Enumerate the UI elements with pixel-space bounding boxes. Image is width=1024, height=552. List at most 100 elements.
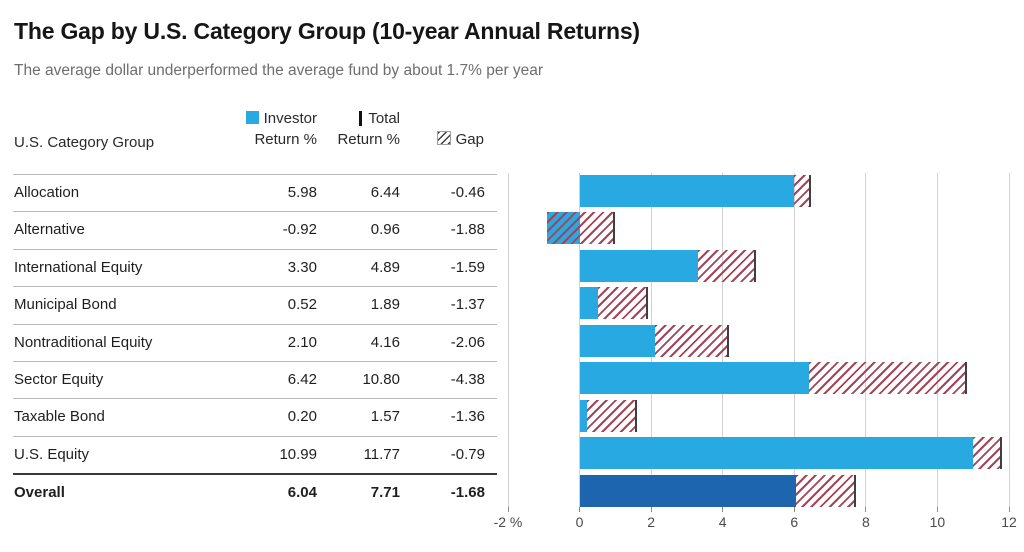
total-return-marker: [634, 399, 637, 432]
investor-return-cell: 6.42: [287, 370, 317, 388]
category-cell: Alternative: [14, 221, 85, 239]
investor-return-bar: [579, 399, 587, 432]
total-return-cell: 1.89: [370, 296, 400, 314]
x-axis-tick: [936, 507, 938, 512]
legend-gap: Gap: [394, 129, 484, 150]
total-return-marker: [612, 212, 615, 245]
investor-return-bar: [579, 287, 599, 320]
total-return-marker-icon: [359, 111, 363, 126]
gridline: [507, 173, 509, 507]
total-return-marker: [646, 287, 649, 320]
chart-x-axis: -2 % 0 2 4 6 8 10 12: [494, 507, 1017, 537]
gap-cell: -1.68: [450, 484, 485, 502]
gap-bar-chart-plot: [507, 173, 1010, 507]
gap-hatch-bar: [809, 362, 967, 395]
gap-hatch-bar: [972, 437, 1001, 470]
x-axis-tick: [650, 507, 652, 512]
gap-hatch-bar: [546, 212, 614, 245]
total-return-cell: 10.80: [362, 370, 400, 388]
investor-return-bar: [579, 324, 655, 357]
x-axis-tick: [793, 507, 795, 512]
investor-return-cell: 10.99: [279, 445, 317, 463]
total-return-cell: 4.16: [370, 333, 400, 351]
legend-investor-label-line2: Return %: [254, 131, 317, 148]
gridline: [1008, 173, 1010, 507]
investor-return-cell: 6.04: [287, 484, 317, 502]
investor-return-bar: [579, 362, 810, 395]
investor-return-bar: [579, 249, 698, 282]
legend-total: Total Return %: [290, 108, 400, 150]
investor-return-cell: 3.30: [287, 258, 317, 276]
total-return-cell: 1.57: [370, 408, 400, 426]
category-cell: Taxable Bond: [14, 408, 105, 426]
gridline: [936, 173, 938, 507]
investor-return-bar: [579, 175, 794, 207]
gap-hatch-bar: [697, 249, 755, 282]
category-cell: U.S. Equity: [14, 445, 90, 463]
gridline: [865, 173, 867, 507]
category-table: Allocation 5.98 6.44 -0.46 Alternative -0.92 0…: [13, 174, 497, 511]
x-axis-tick: [1008, 507, 1010, 512]
x-axis-tick: [507, 507, 509, 512]
gridline: [793, 173, 795, 507]
gap-cell: -1.36: [450, 408, 485, 426]
total-return-marker: [753, 249, 756, 282]
page-title: The Gap by U.S. Category Group (10-year …: [14, 18, 640, 44]
total-return-marker: [727, 324, 730, 357]
total-return-cell: 0.96: [370, 221, 400, 239]
gap-hatch-bar: [654, 324, 729, 357]
table-row: Alternative -0.92 0.96 -1.88: [13, 211, 497, 248]
gap-cell: -2.06: [450, 333, 485, 351]
total-return-cell: 6.44: [370, 184, 400, 201]
legend-investor: Investor Return %: [197, 108, 317, 150]
table-row: International Equity 3.30 4.89 -1.59: [13, 248, 497, 286]
total-return-cell: 4.89: [370, 258, 400, 276]
investor-return-cell: 0.20: [287, 408, 317, 426]
x-axis-label: 4: [718, 514, 727, 530]
table-row: Overall 6.04 7.71 -1.68: [13, 473, 497, 510]
investor-return-cell: 2.10: [287, 333, 317, 351]
gap-hatch-bar: [795, 474, 856, 507]
gap-cell: -0.79: [450, 445, 485, 463]
total-return-marker: [965, 362, 968, 395]
total-return-marker: [854, 474, 857, 507]
investor-return-bar: [579, 437, 973, 470]
x-axis-label: 6: [790, 514, 799, 530]
category-group-header: U.S. Category Group: [14, 134, 155, 151]
investor-swatch-icon: [245, 111, 259, 124]
category-cell: International Equity: [14, 258, 143, 276]
category-cell: Overall: [14, 484, 65, 502]
table-row: Allocation 5.98 6.44 -0.46: [13, 174, 497, 211]
table-row: Sector Equity 6.42 10.80 -4.38: [13, 360, 497, 398]
table-row: Taxable Bond 0.20 1.57 -1.36: [13, 398, 497, 435]
total-return-marker: [809, 175, 812, 207]
x-axis-tick: [865, 507, 867, 512]
gap-hatch-bar: [586, 399, 636, 432]
page-subtitle: The average dollar underperformed the av…: [14, 62, 544, 79]
x-axis-tick: [579, 507, 581, 512]
x-axis-label: 0: [575, 514, 584, 530]
x-axis-label: -2 %: [493, 514, 523, 530]
investor-return-cell: -0.92: [282, 221, 317, 239]
table-row: Municipal Bond 0.52 1.89 -1.37: [13, 286, 497, 323]
x-axis-label: 8: [861, 514, 870, 530]
gap-cell: -1.59: [450, 258, 485, 276]
gap-cell: -1.37: [450, 296, 485, 314]
legend-investor-label-line1: Investor: [263, 110, 317, 127]
investor-return-bar: [579, 474, 796, 507]
table-row: Nontraditional Equity 2.10 4.16 -2.06: [13, 323, 497, 361]
x-axis-label: 2: [647, 514, 656, 530]
gap-cell: -1.88: [450, 221, 485, 239]
category-cell: Nontraditional Equity: [14, 333, 153, 351]
category-cell: Allocation: [14, 184, 80, 201]
legend-total-label-line2: Return %: [337, 131, 400, 148]
gap-cell: -0.46: [450, 184, 485, 201]
total-return-cell: 11.77: [363, 445, 400, 463]
legend-gap-label: Gap: [455, 131, 484, 148]
gap-cell: -4.38: [450, 370, 485, 388]
category-cell: Municipal Bond: [14, 296, 117, 314]
gap-hatch-bar: [793, 175, 811, 207]
category-cell: Sector Equity: [14, 370, 104, 388]
legend-total-label-line1: Total: [368, 110, 400, 127]
